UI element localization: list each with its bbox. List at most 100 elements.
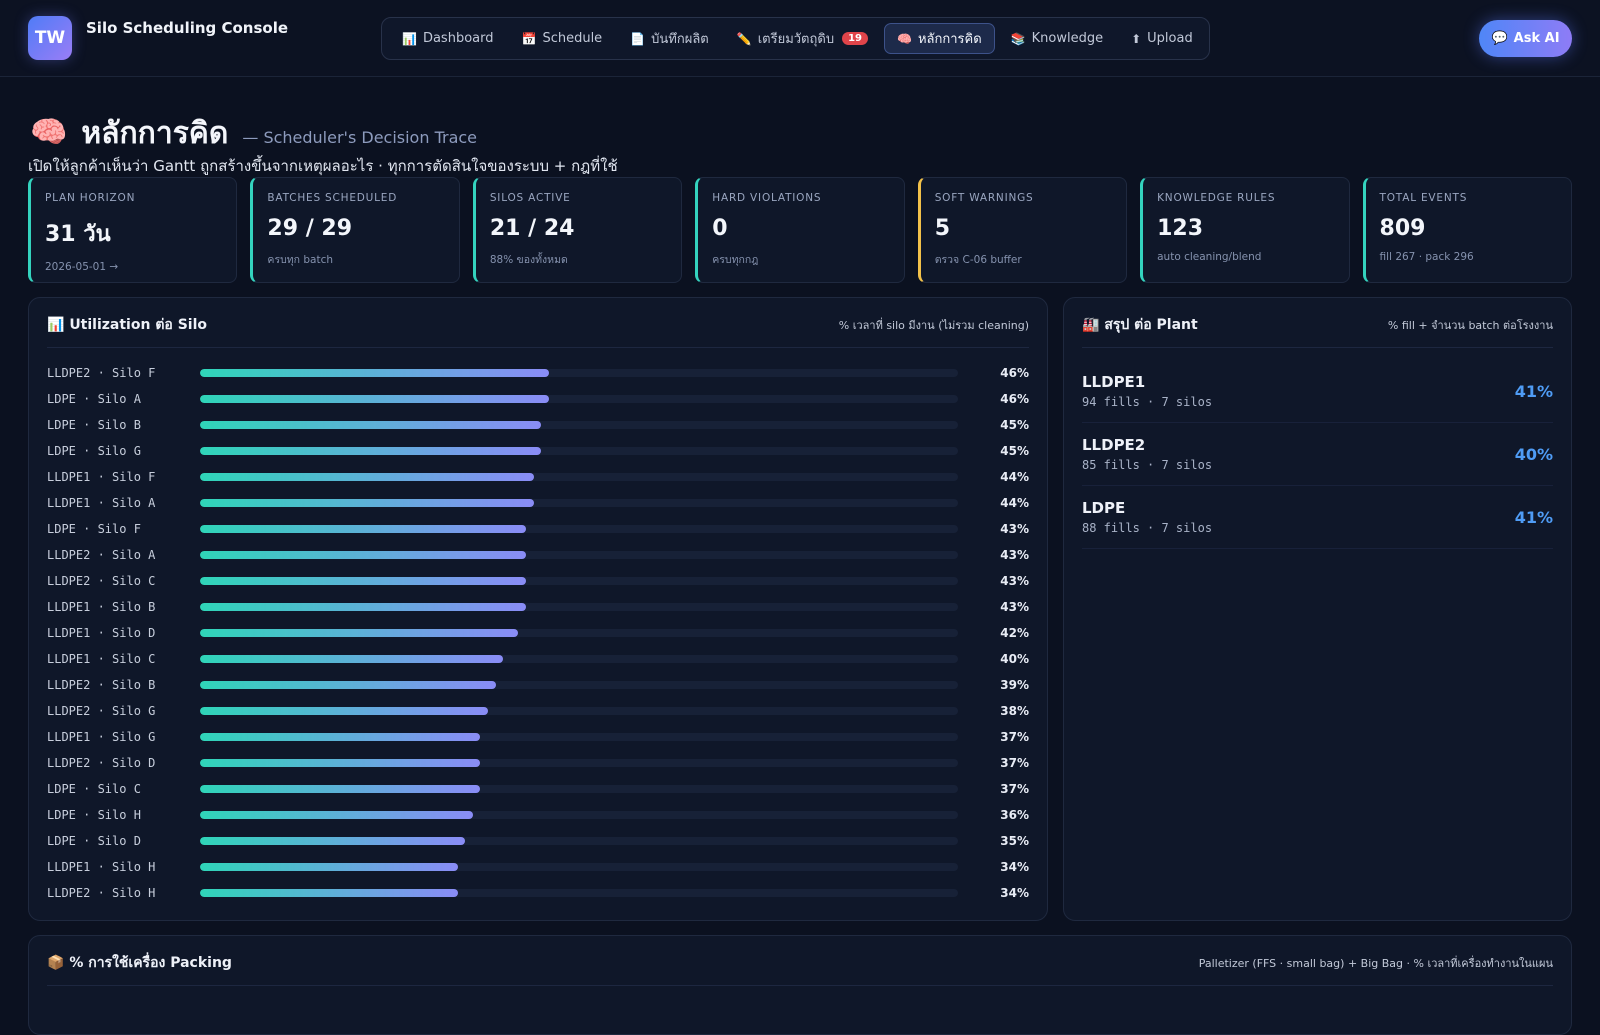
utilization-bar (200, 369, 549, 377)
main-nav: 📊 Dashboard 📅 Schedule 📄 บันทึกผลิต ✏️ เตรียมวั… (381, 17, 1210, 60)
count-badge: 19 (842, 32, 868, 45)
utilization-percent: 36% (1000, 808, 1029, 822)
plant-summary-panel: 🏭 สรุป ต่อ Plant % fill + จำนวน batch ต่… (1063, 297, 1572, 921)
utilization-row: LLDPE1 · Silo D 42% (47, 620, 1029, 646)
utilization-percent: 37% (1000, 730, 1029, 744)
utilization-percent: 35% (1000, 834, 1029, 848)
nav-schedule[interactable]: 📅 Schedule (509, 23, 614, 54)
nav-label: บันทึกผลิต (651, 32, 709, 47)
utilization-percent: 40% (1000, 652, 1029, 666)
stat-value: 5 (934, 216, 950, 241)
utilization-row: LLDPE1 · Silo G 37% (47, 724, 1029, 750)
production-log-icon: 📄 (630, 31, 646, 46)
nav-dashboard[interactable]: 📊 Dashboard (390, 23, 505, 54)
page-description: เปิดให้ลูกค้าเห็นว่า Gantt ถูกสร้างขึ้นจ… (28, 157, 618, 175)
nav-production-log[interactable]: 📄 บันทึกผลิต (618, 23, 721, 54)
nav-knowledge[interactable]: 📚 Knowledge (999, 23, 1115, 54)
nav-label: Dashboard (422, 31, 494, 46)
utilization-percent: 45% (1000, 418, 1029, 432)
utilization-row: LDPE · Silo F 43% (47, 516, 1029, 542)
stat-value: 21 / 24 (489, 216, 575, 241)
stat-subtext: ครบทุก batch (267, 254, 334, 266)
stat-card: SOFT WARNINGS 5 ตรวจ C-06 buffer (917, 177, 1128, 283)
silo-label: LDPE · Silo A (47, 392, 141, 406)
utilization-bar-track (200, 369, 958, 377)
plant-percent: 40% (1514, 444, 1553, 464)
stat-value: 0 (712, 216, 728, 241)
utilization-percent: 45% (1000, 444, 1029, 458)
utilization-percent: 42% (1000, 626, 1029, 640)
nav-material-prep[interactable]: ✏️ เตรียมวัตถุดิบ 19 (725, 23, 880, 54)
silo-label: LDPE · Silo B (47, 418, 141, 432)
brain-icon: 🧠 (30, 114, 68, 150)
utilization-bar-track (200, 499, 958, 507)
silo-label: LLDPE2 · Silo G (47, 704, 156, 718)
utilization-bar (200, 759, 481, 767)
utilization-percent: 38% (1000, 704, 1029, 718)
package-icon: 📦 (47, 954, 65, 971)
utilization-row: LLDPE2 · Silo C 43% (47, 568, 1029, 594)
plant-info: LDPE 88 fills · 7 silos (1082, 499, 1212, 535)
stat-value: 123 (1157, 216, 1204, 241)
utilization-bar (200, 681, 496, 689)
silo-label: LLDPE2 · Silo C (47, 574, 156, 588)
page-subtitle: — Scheduler's Decision Trace (242, 128, 478, 147)
stat-value: 31 วัน (45, 222, 111, 247)
utilization-bar (200, 603, 526, 611)
utilization-row: LLDPE2 · Silo A 43% (47, 542, 1029, 568)
utilization-bar (200, 837, 466, 845)
utilization-bar (200, 785, 481, 793)
nav-reasoning[interactable]: 🧠 หลักการคิด (884, 23, 995, 54)
utilization-bar (200, 551, 526, 559)
utilization-bar-track (200, 577, 958, 585)
utilization-bar (200, 629, 519, 637)
ask-ai-button[interactable]: 💬 Ask AI (1479, 20, 1572, 57)
stat-cards: PLAN HORIZON 31 วัน 2026-05-01 → BATCHES SC… (28, 177, 1572, 283)
silo-label: LDPE · Silo D (47, 834, 141, 848)
stat-subtext: fill 267 · pack 296 (1379, 251, 1474, 263)
utilization-row: LLDPE2 · Silo G 38% (47, 698, 1029, 724)
utilization-bar-track (200, 681, 958, 689)
utilization-row: LDPE · Silo D 35% (47, 828, 1029, 854)
silo-label: LLDPE1 · Silo B (47, 600, 156, 614)
ask-ai-label: Ask AI (1513, 31, 1560, 46)
utilization-row: LLDPE1 · Silo A 44% (47, 490, 1029, 516)
stat-label: PLAN HORIZON (45, 192, 136, 204)
knowledge-icon: 📚 (1010, 31, 1026, 46)
utilization-percent: 46% (1000, 366, 1029, 380)
silo-label: LLDPE1 · Silo G (47, 730, 156, 744)
packing-header: 📦 % การใช้เครื่อง Packing Palletizer (FF… (47, 952, 1553, 986)
plant-row: LLDPE1 94 fills · 7 silos 41% (1082, 360, 1553, 423)
stat-subtext: ตรวจ C-06 buffer (934, 254, 1022, 266)
silo-label: LLDPE2 · Silo F (47, 366, 156, 380)
dashboard-icon: 📊 (402, 31, 417, 46)
silo-label: LLDPE1 · Silo D (47, 626, 156, 640)
nav-label: เตรียมวัตถุดิบ (757, 32, 835, 47)
silo-label: LLDPE2 · Silo H (47, 886, 156, 900)
plant-name: LLDPE1 (1082, 373, 1146, 391)
plant-meta: 94 fills · 7 silos (1082, 395, 1213, 409)
nav-label: Upload (1147, 31, 1193, 46)
nav-label: Knowledge (1031, 31, 1104, 46)
stat-card: HARD VIOLATIONS 0 ครบทุกกฎ (695, 177, 905, 283)
utilization-bar-track (200, 629, 958, 637)
page-header: 🧠 หลักการคิด — Scheduler's Decision Trac… (30, 110, 477, 154)
stat-label: SOFT WARNINGS (934, 192, 1034, 204)
factory-icon: 🏭 (1082, 316, 1100, 333)
plant-row: LLDPE2 85 fills · 7 silos 40% (1082, 423, 1553, 486)
chart-icon: 📊 (47, 316, 65, 333)
stat-label: TOTAL EVENTS (1379, 192, 1468, 204)
utilization-bar (200, 395, 549, 403)
utilization-note: % เวลาที่ silo มีงาน (ไม่รวม cleaning) (838, 318, 1029, 332)
utilization-row: LLDPE1 · Silo C 40% (47, 646, 1029, 672)
top-bar: TW Silo Scheduling Console 📊 Dashboard 📅 Sc… (0, 0, 1600, 77)
plant-percent: 41% (1514, 381, 1553, 401)
plant-row: LDPE 88 fills · 7 silos 41% (1082, 486, 1553, 549)
utilization-row: LDPE · Silo A 46% (47, 386, 1029, 412)
material-prep-icon: ✏️ (736, 31, 752, 46)
utilization-percent: 37% (1000, 756, 1029, 770)
nav-upload[interactable]: ⬆ Upload (1119, 23, 1205, 54)
utilization-bar (200, 447, 542, 455)
plant-list: LLDPE1 94 fills · 7 silos 41% LLDPE2 85 fill… (1082, 360, 1553, 549)
silo-label: LDPE · Silo H (47, 808, 141, 822)
